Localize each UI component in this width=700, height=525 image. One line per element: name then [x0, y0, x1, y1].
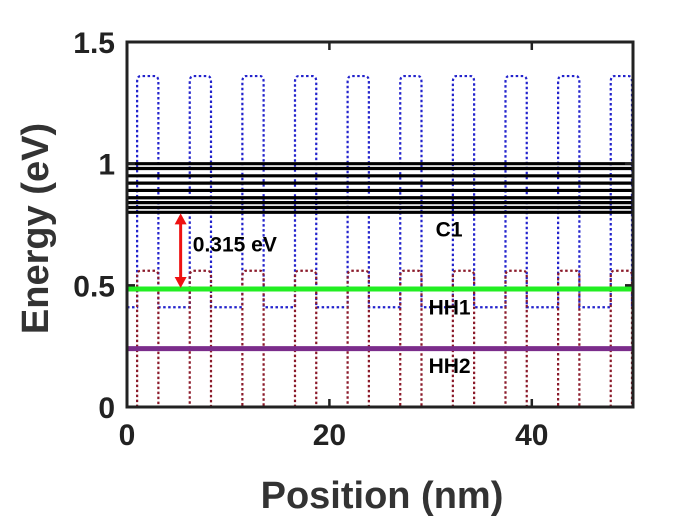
x-tick-label: 20 — [313, 419, 346, 452]
y-tick-label: 1.5 — [73, 27, 115, 60]
x-axis-label: Position (nm) — [261, 475, 504, 517]
annotation-c1: C1 — [436, 219, 463, 242]
annotation-hh2: HH2 — [429, 355, 471, 378]
gap-arrow-head-bottom — [174, 276, 187, 288]
y-axis-label: Energy (eV) — [15, 123, 57, 334]
plot-area: 0.315 eV C1 HH1 HH2 — [127, 74, 633, 407]
gap-arrow-head-top — [174, 213, 187, 225]
x-tick-label: 40 — [515, 419, 548, 452]
y-tick-label: 0 — [98, 392, 115, 425]
valence-band-profile — [127, 269, 633, 407]
axes-frame — [125, 40, 635, 409]
y-tick-label: 0.5 — [73, 270, 115, 303]
axis-ticks: 0 20 40 0 0.5 1 1.5 — [73, 27, 633, 452]
y-tick-label: 1 — [98, 149, 115, 182]
x-tick-label: 0 — [119, 419, 136, 452]
annotation-hh1: HH1 — [429, 297, 471, 320]
annotation-0-315-ev: 0.315 eV — [193, 233, 277, 256]
conduction-band-profile — [127, 74, 633, 309]
